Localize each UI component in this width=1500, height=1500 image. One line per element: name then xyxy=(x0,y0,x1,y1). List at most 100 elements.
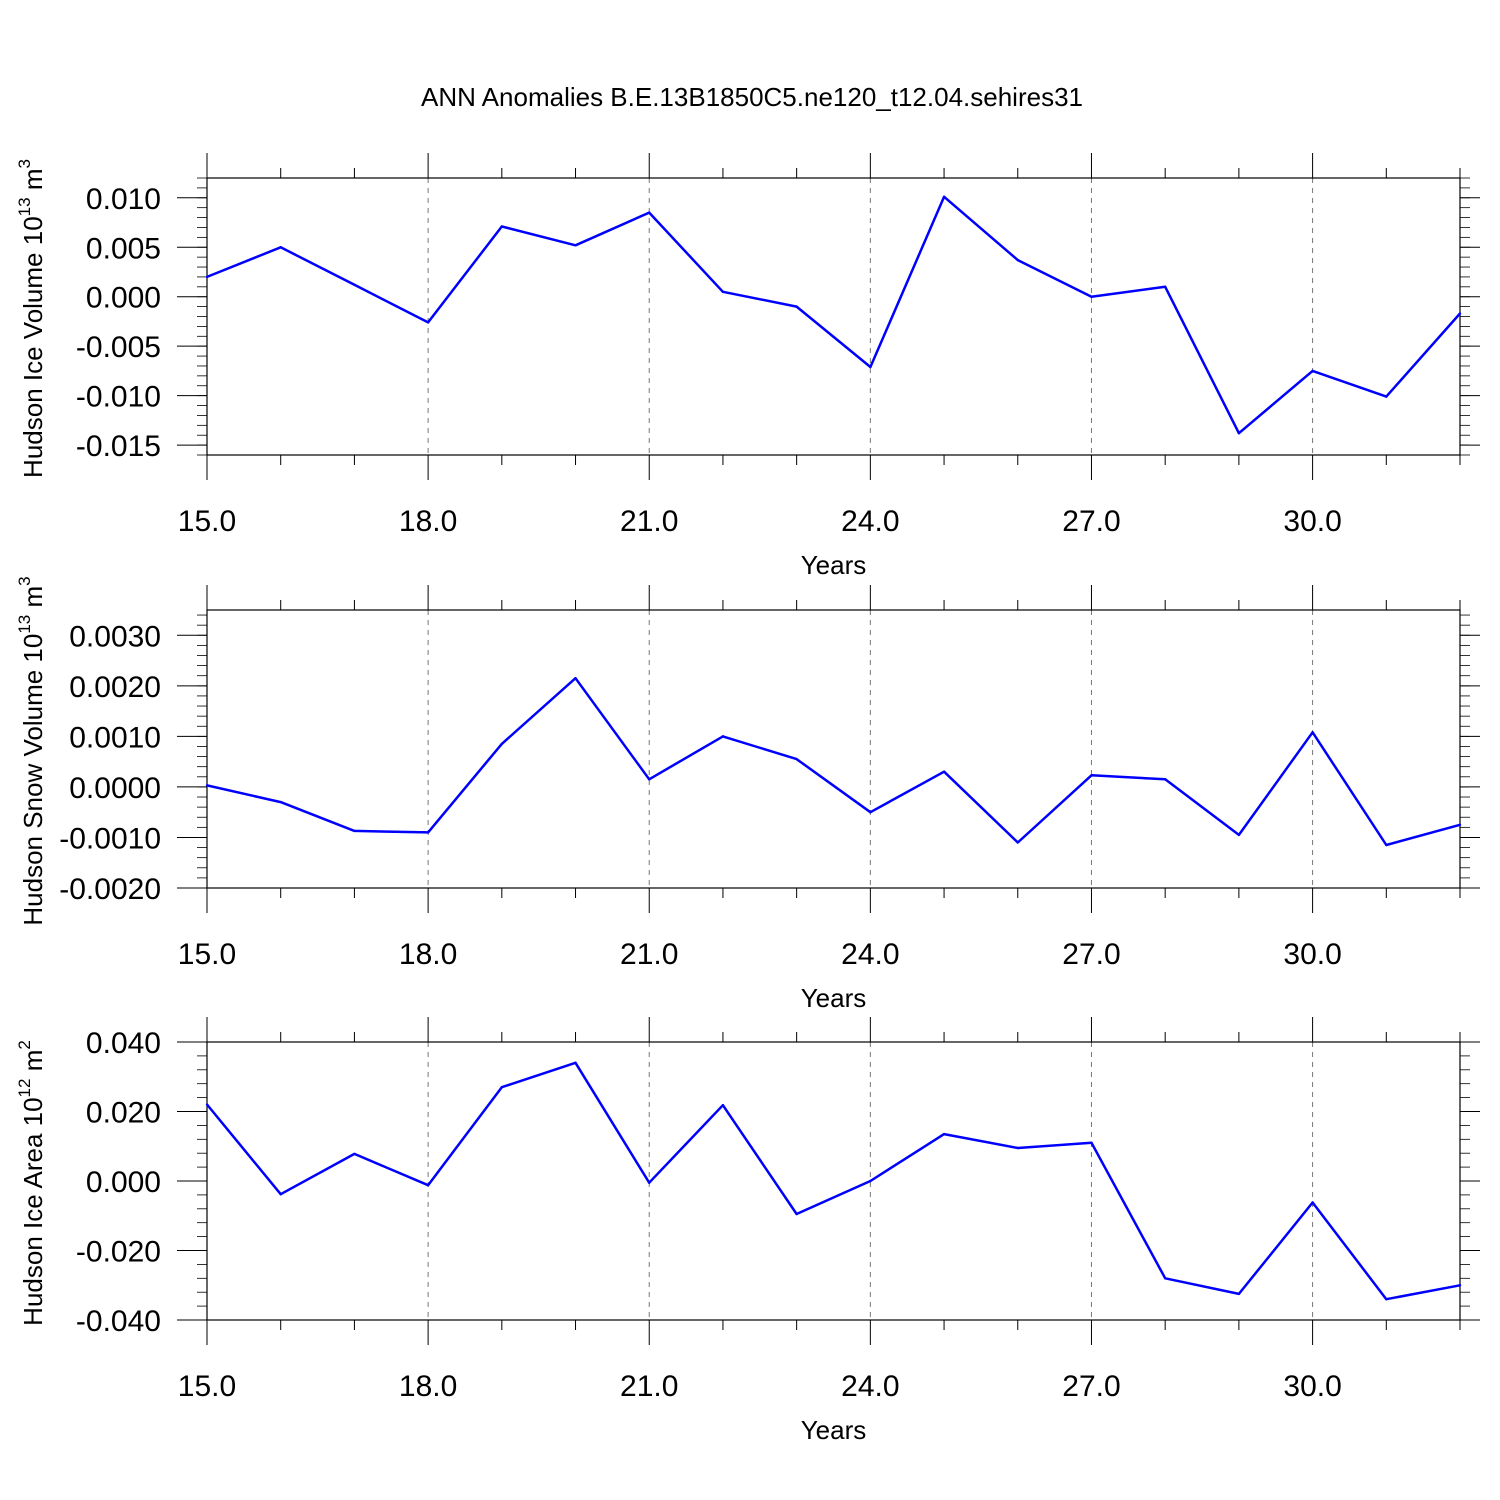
x-tick-label: 21.0 xyxy=(620,938,678,971)
data-point xyxy=(869,365,872,369)
data-point xyxy=(353,1152,356,1156)
y-axis-label-superscript: 13 xyxy=(15,615,34,634)
x-tick-label: 24.0 xyxy=(841,938,899,971)
x-tick-label: 18.0 xyxy=(399,938,457,971)
x-axis-label: Years xyxy=(801,1415,867,1445)
x-tick-label: 18.0 xyxy=(399,1370,457,1403)
data-point xyxy=(1458,1284,1462,1287)
y-tick-label: -0.0020 xyxy=(59,873,161,906)
y-tick-label: 0.0030 xyxy=(69,620,161,653)
data-point xyxy=(1237,1292,1241,1296)
y-axis-label-superscript: 3 xyxy=(15,159,34,168)
data-point xyxy=(1385,1297,1388,1301)
y-axis-label-text: m xyxy=(18,586,48,615)
series-line xyxy=(206,676,1461,847)
y-tick-label: -0.040 xyxy=(76,1305,161,1338)
y-tick-label: -0.005 xyxy=(76,331,161,364)
y-axis-label-text: m xyxy=(18,169,48,198)
data-point xyxy=(426,1183,430,1187)
data-point xyxy=(353,283,356,287)
x-tick-label: 15.0 xyxy=(178,938,236,971)
plot-frame xyxy=(206,1041,1461,1321)
data-point xyxy=(869,810,872,814)
data-point xyxy=(795,305,798,308)
x-tick-label: 30.0 xyxy=(1283,1370,1341,1403)
x-tick-label: 24.0 xyxy=(841,505,899,538)
data-point xyxy=(942,195,946,198)
y-axis-label: Hudson Ice Volume 1013 m3 xyxy=(15,159,48,478)
data-point xyxy=(1311,1201,1314,1204)
x-tick-label: 24.0 xyxy=(841,1370,899,1403)
y-tick-label: -0.015 xyxy=(76,430,161,463)
x-tick-label: 27.0 xyxy=(1062,505,1120,538)
data-point xyxy=(279,246,282,249)
data-point xyxy=(1163,778,1167,781)
panel-2: 0.0030 0.0020 0.0010 0.0000 -0.0010 -0.0020 15… xyxy=(15,576,1480,1013)
x-tick-label: 27.0 xyxy=(1062,938,1120,971)
data-point xyxy=(1016,1146,1019,1150)
data-point xyxy=(1090,1141,1093,1144)
x-tick-label: 18.0 xyxy=(399,505,457,538)
data-point xyxy=(1016,841,1019,844)
y-tick-label: 0.020 xyxy=(86,1097,161,1130)
x-axis-label: Years xyxy=(801,550,867,580)
data-point xyxy=(1237,432,1241,435)
data-point xyxy=(648,778,651,781)
data-point xyxy=(205,1103,209,1106)
data-point xyxy=(426,321,430,324)
data-point xyxy=(1311,369,1314,373)
y-tick-label: -0.020 xyxy=(76,1236,161,1269)
y-tick-label: -0.0010 xyxy=(59,822,161,855)
y-tick-label: 0.0010 xyxy=(69,721,161,754)
data-point xyxy=(1385,395,1388,398)
data-point xyxy=(942,1132,946,1136)
data-point xyxy=(574,1061,577,1065)
data-point xyxy=(795,757,798,761)
data-point xyxy=(574,677,577,680)
data-point xyxy=(1237,833,1241,837)
y-axis-label-superscript: 12 xyxy=(15,1079,34,1098)
data-point xyxy=(205,275,209,279)
y-tick-label: 0.040 xyxy=(86,1027,161,1060)
y-axis-label: Hudson Snow Volume 1013 m3 xyxy=(15,576,48,925)
y-axis-label-superscript: 3 xyxy=(15,576,34,585)
data-point xyxy=(1090,774,1093,777)
y-axis-label-text: Hudson Snow Volume 10 xyxy=(18,634,48,926)
data-point xyxy=(279,800,282,804)
data-point xyxy=(574,244,577,247)
data-point xyxy=(1090,295,1093,298)
x-tick-label: 21.0 xyxy=(620,505,678,538)
series-line xyxy=(206,1061,1461,1301)
data-point xyxy=(1163,285,1167,289)
x-tick-label: 21.0 xyxy=(620,1370,678,1403)
chart-title: ANN Anomalies B.E.13B1850C5.ne120_t12.04… xyxy=(421,82,1083,112)
data-point xyxy=(648,211,651,214)
y-tick-label: 0.000 xyxy=(86,1166,161,1199)
x-tick-label: 15.0 xyxy=(178,505,236,538)
data-point xyxy=(205,784,209,787)
x-tick-label: 15.0 xyxy=(178,1370,236,1403)
data-point xyxy=(648,1181,651,1184)
data-point xyxy=(1016,258,1019,262)
data-point xyxy=(721,290,725,293)
data-point xyxy=(1311,731,1314,734)
x-tick-label: 30.0 xyxy=(1283,505,1341,538)
data-point xyxy=(426,831,430,834)
data-point xyxy=(279,1193,282,1196)
data-point xyxy=(1163,1277,1167,1280)
y-tick-label: 0.010 xyxy=(86,183,161,216)
y-axis-label-text: m xyxy=(18,1050,48,1079)
y-axis-label-text: Hudson Ice Volume 10 xyxy=(18,216,48,478)
y-axis-label-text: Hudson Ice Area 10 xyxy=(18,1097,48,1325)
x-tick-label: 30.0 xyxy=(1283,938,1341,971)
data-point xyxy=(1385,843,1388,847)
data-point xyxy=(942,770,946,773)
y-axis-label: Hudson Ice Area 1012 m2 xyxy=(15,1040,48,1326)
panel-3: 0.040 0.020 0.000 -0.020 -0.040 15.0 18.0 21.0 2… xyxy=(15,1017,1480,1445)
data-point xyxy=(500,742,504,746)
x-tick-label: 27.0 xyxy=(1062,1370,1120,1403)
data-point xyxy=(1458,823,1462,827)
plot-frame xyxy=(206,177,1461,456)
y-axis-label-superscript: 2 xyxy=(15,1040,34,1049)
